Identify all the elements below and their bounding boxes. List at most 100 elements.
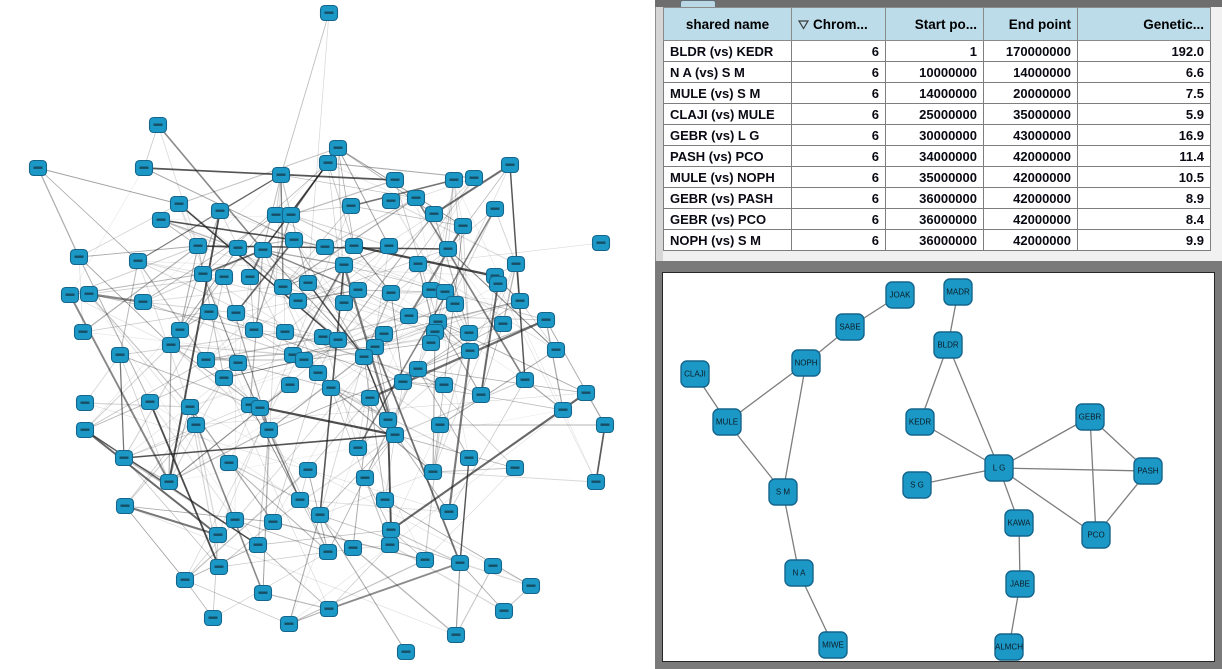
network-node-ALMCH[interactable]: ALMCH	[994, 633, 1024, 661]
network-node[interactable]	[159, 473, 179, 491]
table-cell[interactable]: 36000000	[885, 229, 984, 251]
network-node[interactable]	[315, 238, 335, 256]
network-node-MIWE[interactable]: MIWE	[818, 631, 848, 659]
network-node[interactable]	[483, 557, 503, 575]
network-node-S-G[interactable]: S G	[902, 471, 932, 499]
network-node[interactable]	[576, 384, 596, 402]
network-node[interactable]	[510, 292, 530, 310]
network-node[interactable]	[226, 304, 246, 322]
network-node[interactable]	[281, 206, 301, 224]
network-node[interactable]	[60, 286, 80, 304]
network-node[interactable]	[453, 217, 473, 235]
full-network-graph[interactable]	[0, 0, 655, 669]
network-node[interactable]	[275, 323, 295, 341]
network-node[interactable]	[435, 283, 455, 301]
network-node[interactable]	[415, 551, 435, 569]
network-node[interactable]	[343, 539, 363, 557]
network-node[interactable]	[591, 234, 611, 252]
network-node[interactable]	[344, 237, 364, 255]
filtered-network-graph[interactable]: JOAK MADR SABE BLDR NOPH CLAJI MULE KEDR GEBR L G…	[663, 273, 1214, 661]
table-cell[interactable]: 6	[791, 103, 886, 125]
network-node[interactable]	[374, 325, 394, 343]
table-row[interactable]: PASH (vs) PCO 6 34000000 42000000 11.4	[663, 145, 1211, 167]
filtered-network-canvas[interactable]: JOAK MADR SABE BLDR NOPH CLAJI MULE KEDR GEBR L G…	[662, 272, 1215, 662]
table-cell[interactable]: 6.6	[1077, 61, 1211, 83]
network-node[interactable]	[439, 503, 459, 521]
network-node[interactable]	[500, 156, 520, 174]
network-node[interactable]	[203, 609, 223, 627]
table-row[interactable]: CLAJI (vs) MULE 6 25000000 35000000 5.9	[663, 103, 1211, 125]
network-node[interactable]	[250, 399, 270, 417]
column-header-3[interactable]: End point	[983, 7, 1078, 41]
table-cell[interactable]: 6	[791, 208, 886, 230]
network-node-CLAJI[interactable]: CLAJI	[680, 360, 710, 388]
table-cell[interactable]: 42000000	[983, 187, 1078, 209]
table-cell[interactable]: 6	[791, 145, 886, 167]
network-node[interactable]	[69, 248, 89, 266]
network-node[interactable]	[354, 348, 374, 366]
network-node[interactable]	[115, 497, 135, 515]
table-cell[interactable]: 35000000	[983, 103, 1078, 125]
table-cell[interactable]: 192.0	[1077, 40, 1211, 62]
network-node[interactable]	[73, 323, 93, 341]
network-node[interactable]	[459, 324, 479, 342]
network-node[interactable]	[290, 491, 310, 509]
network-node[interactable]	[288, 292, 308, 310]
network-node[interactable]	[186, 416, 206, 434]
table-cell[interactable]: 35000000	[885, 166, 984, 188]
network-node[interactable]	[381, 192, 401, 210]
network-node[interactable]	[385, 171, 405, 189]
network-node[interactable]	[273, 278, 293, 296]
network-node[interactable]	[406, 189, 426, 207]
network-node[interactable]	[271, 166, 291, 184]
network-node[interactable]	[423, 463, 443, 481]
table-cell[interactable]: 11.4	[1077, 145, 1211, 167]
network-node[interactable]	[446, 626, 466, 644]
network-node[interactable]	[259, 421, 279, 439]
network-node-S-M[interactable]: S M	[768, 478, 798, 506]
table-row[interactable]: MULE (vs) S M 6 14000000 20000000 7.5	[663, 82, 1211, 104]
network-node[interactable]	[266, 206, 286, 224]
network-node[interactable]	[151, 211, 171, 229]
table-cell[interactable]: CLAJI (vs) MULE	[663, 103, 792, 125]
table-cell[interactable]: BLDR (vs) KEDR	[663, 40, 792, 62]
table-cell[interactable]: 8.9	[1077, 187, 1211, 209]
network-node[interactable]	[515, 371, 535, 389]
network-node[interactable]	[79, 285, 99, 303]
table-cell[interactable]: 16.9	[1077, 124, 1211, 146]
network-node[interactable]	[460, 342, 480, 360]
network-node[interactable]	[379, 237, 399, 255]
network-node[interactable]	[310, 506, 330, 524]
network-node-NOPH[interactable]: NOPH	[791, 349, 821, 377]
network-node[interactable]	[253, 584, 273, 602]
network-node-PASH[interactable]: PASH	[1133, 457, 1163, 485]
network-node[interactable]	[193, 265, 213, 283]
network-node[interactable]	[471, 386, 491, 404]
network-node[interactable]	[434, 376, 454, 394]
table-cell[interactable]: 6	[791, 61, 886, 83]
table-cell[interactable]: 9.9	[1077, 229, 1211, 251]
table-cell[interactable]: 25000000	[885, 103, 984, 125]
network-node[interactable]	[521, 577, 541, 595]
table-cell[interactable]: 6	[791, 187, 886, 209]
table-cell[interactable]: 5.9	[1077, 103, 1211, 125]
network-node[interactable]	[505, 459, 525, 477]
table-row[interactable]: MULE (vs) NOPH 6 35000000 42000000 10.5	[663, 166, 1211, 188]
table-cell[interactable]: PASH (vs) PCO	[663, 145, 792, 167]
network-node[interactable]	[381, 284, 401, 302]
table-cell[interactable]: 43000000	[983, 124, 1078, 146]
network-node[interactable]	[199, 303, 219, 321]
table-cell[interactable]: MULE (vs) NOPH	[663, 166, 792, 188]
network-node[interactable]	[279, 615, 299, 633]
network-node[interactable]	[196, 351, 216, 369]
network-node[interactable]	[438, 240, 458, 258]
network-node[interactable]	[334, 294, 354, 312]
table-cell[interactable]: N A (vs) S M	[663, 61, 792, 83]
network-node[interactable]	[421, 334, 441, 352]
network-node[interactable]	[378, 411, 398, 429]
table-cell[interactable]: 8.4	[1077, 208, 1211, 230]
network-node[interactable]	[228, 354, 248, 372]
network-node[interactable]	[210, 202, 230, 220]
table-cell[interactable]: MULE (vs) S M	[663, 82, 792, 104]
network-node-KEDR[interactable]: KEDR	[905, 408, 935, 436]
